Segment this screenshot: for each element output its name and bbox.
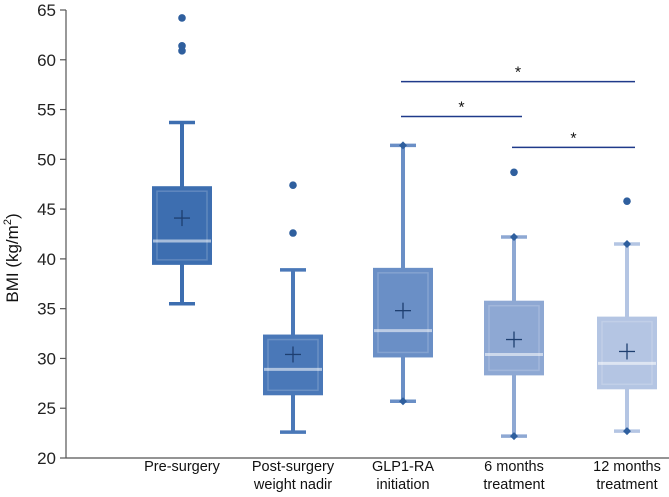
outlier-point bbox=[178, 14, 186, 22]
box-inner-frame bbox=[488, 304, 540, 372]
y-tick-label: 20 bbox=[37, 449, 56, 468]
whisker-cap-marker bbox=[623, 427, 631, 436]
y-tick-label: 45 bbox=[37, 200, 56, 219]
whisker-cap-marker bbox=[510, 232, 518, 241]
x-category-label: GLP1-RA bbox=[372, 459, 434, 475]
whisker-cap-marker bbox=[623, 239, 631, 248]
whisker-cap-marker bbox=[399, 141, 407, 150]
whisker-cap-marker bbox=[399, 397, 407, 406]
y-tick-label: 50 bbox=[37, 150, 56, 169]
outlier-point bbox=[289, 181, 297, 190]
box-inner-frame bbox=[267, 338, 319, 392]
y-tick-label: 25 bbox=[37, 399, 56, 418]
y-tick-label: 60 bbox=[37, 51, 56, 70]
significance-star: * bbox=[458, 100, 464, 117]
plot-area: 20 25 30 35 40 45 50 55 60 65 Pre-surgery Post-surg… bbox=[37, 1, 669, 493]
x-category-label: initiation bbox=[376, 477, 429, 493]
outlier-point bbox=[623, 197, 631, 205]
box-iqr bbox=[597, 316, 657, 390]
x-category-label: 6 months bbox=[484, 459, 544, 475]
outlier-point bbox=[289, 229, 297, 237]
y-tick-label: 55 bbox=[37, 101, 56, 120]
outlier-point bbox=[510, 168, 518, 177]
y-tick-label: 40 bbox=[37, 250, 56, 269]
x-category-label: 12 months bbox=[593, 459, 661, 475]
y-tick-label: 30 bbox=[37, 349, 56, 368]
y-axis-label: BMI (kg/m2) bbox=[2, 213, 22, 302]
y-axis-label-superscript: 2 bbox=[2, 219, 14, 225]
x-category-label: weight nadir bbox=[253, 477, 332, 493]
y-tick-label: 65 bbox=[37, 1, 56, 20]
significance-star: * bbox=[570, 130, 576, 147]
whisker-cap-marker bbox=[510, 432, 518, 441]
x-category-label: Post-surgery bbox=[252, 459, 335, 475]
box-inner-frame bbox=[156, 190, 208, 261]
outlier-point bbox=[178, 47, 186, 55]
x-category-label: treatment bbox=[596, 477, 657, 493]
box-iqr bbox=[263, 334, 323, 396]
box-inner-frame bbox=[601, 320, 653, 386]
box-inner-frame bbox=[377, 272, 429, 354]
y-axis-label-close: ) bbox=[3, 213, 22, 219]
x-category-label: treatment bbox=[483, 477, 544, 493]
x-category-label: Pre-surgery bbox=[144, 459, 220, 475]
y-tick-label: 35 bbox=[37, 300, 56, 319]
significance-star: * bbox=[515, 65, 521, 82]
